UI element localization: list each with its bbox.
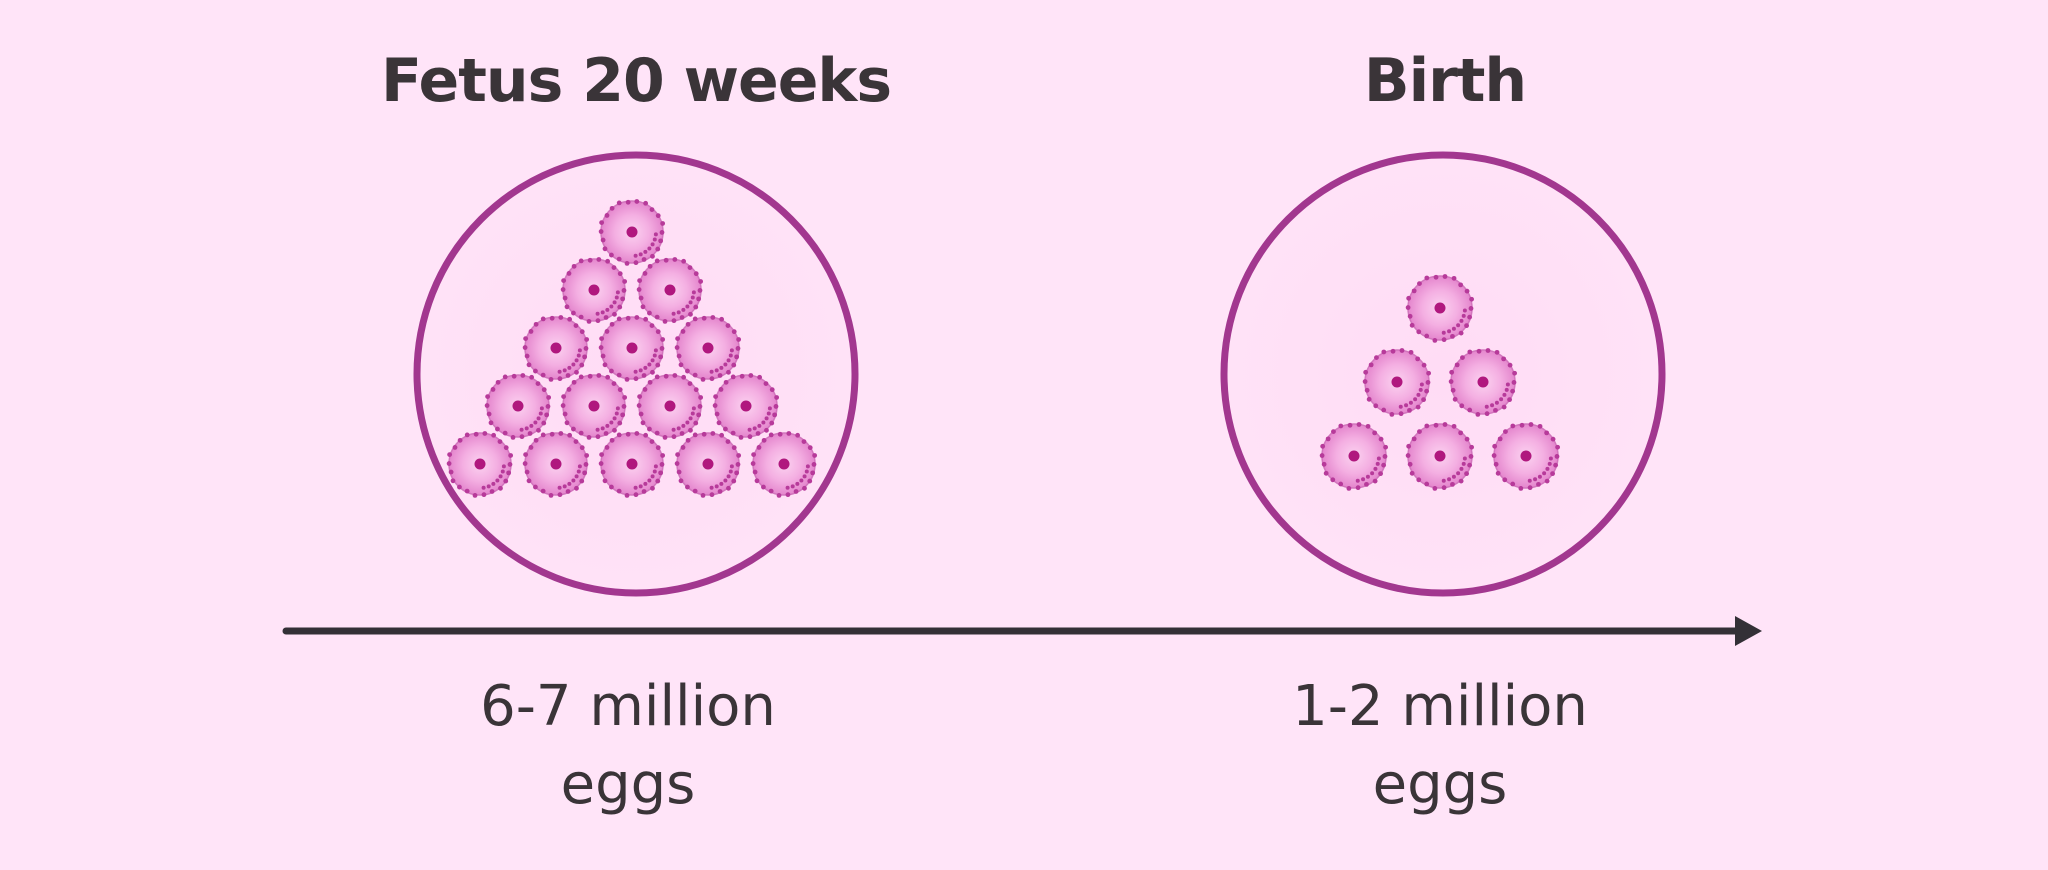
egg-cell-icon <box>560 257 628 324</box>
nucleus <box>664 284 676 296</box>
egg-cell-icon <box>712 373 780 440</box>
egg-cell-icon <box>522 315 590 382</box>
stage-title-fetus: Fetus 20 weeks <box>380 46 892 116</box>
egg-cell-icon <box>598 431 666 498</box>
nucleus <box>626 342 638 354</box>
nucleus <box>626 458 638 470</box>
egg-cell-icon <box>446 431 514 498</box>
egg-cell-icon <box>674 431 742 498</box>
egg-cell-icon <box>674 315 742 382</box>
nucleus <box>474 458 486 470</box>
nucleus <box>1477 376 1489 388</box>
egg-cell-icon <box>1405 274 1475 343</box>
nucleus <box>588 284 600 296</box>
egg-cell-icon <box>1448 348 1518 417</box>
caption-unit: eggs <box>1372 752 1508 817</box>
nucleus <box>664 400 676 412</box>
nucleus <box>740 400 752 412</box>
egg-cell-icon <box>1319 422 1389 491</box>
nucleus <box>1520 450 1532 462</box>
egg-cell-icon <box>636 373 704 440</box>
egg-cluster-birth <box>1319 274 1561 491</box>
nucleus <box>550 342 562 354</box>
egg-cell-icon <box>560 373 628 440</box>
nucleus <box>1434 302 1446 314</box>
nucleus <box>778 458 790 470</box>
egg-cell-icon <box>598 199 666 266</box>
caption-count: 1-2 million <box>1292 674 1588 739</box>
stage-caption-birth: 1-2 million eggs <box>1190 668 1690 824</box>
egg-cell-icon <box>598 315 666 382</box>
caption-count: 6-7 million <box>480 674 776 739</box>
egg-cell-icon <box>522 431 590 498</box>
nucleus <box>550 458 562 470</box>
egg-cell-icon <box>636 257 704 324</box>
nucleus <box>1434 450 1446 462</box>
egg-cell-icon <box>1491 422 1561 491</box>
nucleus <box>702 458 714 470</box>
nucleus <box>626 226 638 238</box>
nucleus <box>1391 376 1403 388</box>
egg-cluster-fetus <box>446 199 818 498</box>
stage-circle-birth <box>1220 151 1666 597</box>
egg-cell-icon <box>484 373 552 440</box>
caption-unit: eggs <box>560 752 696 817</box>
nucleus <box>1348 450 1360 462</box>
arrow-right-icon <box>1735 616 1762 646</box>
egg-cell-icon <box>1405 422 1475 491</box>
stage-caption-fetus: 6-7 million eggs <box>378 668 878 824</box>
nucleus <box>588 400 600 412</box>
nucleus <box>512 400 524 412</box>
stage-title-birth: Birth <box>1363 46 1527 116</box>
nucleus <box>702 342 714 354</box>
egg-cell-icon <box>1362 348 1432 417</box>
egg-cell-icon <box>750 431 818 498</box>
